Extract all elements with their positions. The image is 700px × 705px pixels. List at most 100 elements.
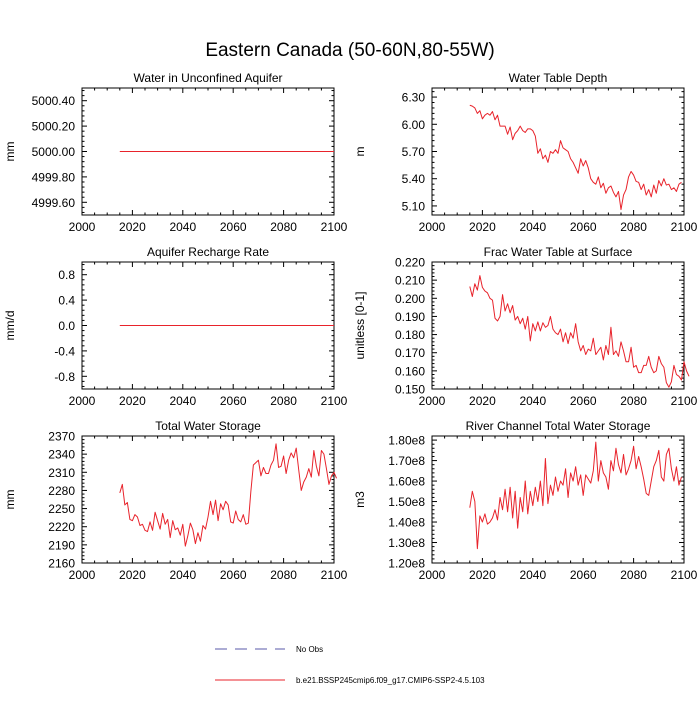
chart-title: Total Water Storage — [155, 419, 261, 433]
x-tick-label: 2060 — [570, 568, 597, 582]
chart-panel-p4: Frac Water Table at Surface unitless [0-1… — [353, 245, 698, 408]
figure-title: Eastern Canada (50-60N,80-55W) — [205, 40, 494, 61]
y-tick-label: 2220 — [48, 520, 75, 534]
plot-frame — [431, 261, 685, 390]
legend: No Obs b.e21.BSSP245cmip6.f09_g17.CMIP6-… — [215, 645, 485, 685]
x-tick-label: 2040 — [519, 568, 546, 582]
x-tick-label: 2040 — [169, 394, 196, 408]
x-tick-label: 2100 — [671, 568, 698, 582]
y-tick-label: 2310 — [48, 466, 75, 480]
y-tick-label: 1.60e8 — [388, 475, 425, 489]
series-line — [469, 104, 682, 211]
x-tick-label: 2060 — [570, 220, 597, 234]
x-tick-label: 2040 — [169, 220, 196, 234]
y-tick-label: 0.4 — [58, 294, 75, 308]
y-tick-label: 1.70e8 — [388, 454, 425, 468]
chart-panel-p2: Water Table Depth m 2000 2020 2040 2060 2080 21… — [353, 71, 698, 234]
x-tick-label: 2100 — [321, 568, 348, 582]
y-tick-label: 5000.20 — [32, 120, 76, 134]
y-axis-label: mm/d — [3, 311, 17, 341]
x-tick-label: 2020 — [469, 568, 496, 582]
y-tick-label: 1.80e8 — [388, 434, 425, 448]
chart-title: Water in Unconfined Aquifer — [134, 71, 283, 85]
x-tick-label: 2000 — [69, 220, 96, 234]
legend-label-no-obs: No Obs — [296, 645, 323, 654]
plot-frame — [81, 435, 335, 564]
y-tick-label: 4999.60 — [32, 196, 76, 210]
chart-panel-p5: Total Water Storage mm 2000 2020 2040 2060 208… — [3, 419, 348, 582]
y-tick-label: 4999.80 — [32, 170, 76, 184]
y-tick-label: 5000.00 — [32, 145, 76, 159]
series-line — [469, 441, 682, 550]
x-tick-label: 2080 — [270, 394, 297, 408]
x-tick-label: 2000 — [69, 568, 96, 582]
y-tick-label: 2250 — [48, 502, 75, 516]
y-tick-label: 0.8 — [58, 268, 75, 282]
y-tick-label: 0.200 — [395, 292, 425, 306]
y-tick-label: 2190 — [48, 538, 75, 552]
panels: Water in Unconfined Aquifer mm 2000 2020 204… — [3, 71, 698, 582]
x-tick-label: 2080 — [620, 220, 647, 234]
y-tick-label: 2280 — [48, 484, 75, 498]
series-line — [119, 443, 337, 547]
series-line — [469, 275, 690, 388]
x-tick-label: 2000 — [419, 568, 446, 582]
y-tick-label: 0.220 — [395, 256, 425, 270]
chart-panel-p3: Aquifer Recharge Rate mm/d 2000 2020 2040 206… — [3, 245, 348, 408]
x-tick-label: 2020 — [469, 394, 496, 408]
x-tick-label: 2000 — [419, 394, 446, 408]
x-tick-label: 2060 — [220, 568, 247, 582]
x-tick-label: 2080 — [620, 394, 647, 408]
y-tick-label: 5000.40 — [32, 94, 76, 108]
y-tick-label: 0.190 — [395, 310, 425, 324]
y-tick-label: 5.40 — [402, 172, 426, 186]
y-tick-label: 2160 — [48, 557, 75, 571]
x-tick-label: 2040 — [519, 220, 546, 234]
chart-title: Frac Water Table at Surface — [484, 245, 633, 259]
y-tick-label: 0.210 — [395, 274, 425, 288]
chart-title: Aquifer Recharge Rate — [147, 245, 269, 259]
x-tick-label: 2100 — [321, 220, 348, 234]
plot-frame — [431, 435, 685, 564]
legend-label-model: b.e21.BSSP245cmip6.f09_g17.CMIP6-SSP2-4.… — [296, 676, 485, 685]
y-tick-label: 6.00 — [402, 118, 426, 132]
chart-panel-p6: River Channel Total Water Storage m3 2000 2… — [353, 419, 698, 582]
x-tick-label: 2100 — [671, 220, 698, 234]
x-tick-label: 2100 — [671, 394, 698, 408]
x-tick-label: 2020 — [119, 220, 146, 234]
chart-panel-p1: Water in Unconfined Aquifer mm 2000 2020 204… — [3, 71, 348, 234]
chart-title: Water Table Depth — [509, 71, 608, 85]
y-axis-label: unitless [0-1] — [353, 291, 367, 359]
y-tick-label: 1.50e8 — [388, 495, 425, 509]
y-tick-label: 1.40e8 — [388, 516, 425, 530]
chart-title: River Channel Total Water Storage — [466, 419, 651, 433]
y-tick-label: 2340 — [48, 448, 75, 462]
x-tick-label: 2100 — [321, 394, 348, 408]
y-tick-label: 0.170 — [395, 346, 425, 360]
y-tick-label: -0.8 — [54, 370, 75, 384]
x-tick-label: 2080 — [270, 568, 297, 582]
y-axis-label: mm — [3, 142, 17, 162]
y-tick-label: 1.20e8 — [388, 557, 425, 571]
y-tick-label: 0.150 — [395, 383, 425, 397]
x-tick-label: 2020 — [469, 220, 496, 234]
y-tick-label: 2370 — [48, 430, 75, 444]
y-axis-label: m — [353, 147, 367, 157]
y-axis-label: mm — [3, 490, 17, 510]
y-tick-label: -0.4 — [54, 344, 75, 358]
x-tick-label: 2000 — [419, 220, 446, 234]
x-tick-label: 2040 — [519, 394, 546, 408]
y-tick-label: 0.180 — [395, 328, 425, 342]
x-tick-label: 2000 — [69, 394, 96, 408]
y-tick-label: 1.30e8 — [388, 536, 425, 550]
x-tick-label: 2020 — [119, 568, 146, 582]
x-tick-label: 2060 — [570, 394, 597, 408]
x-tick-label: 2060 — [220, 394, 247, 408]
y-tick-label: 5.70 — [402, 145, 426, 159]
y-tick-label: 6.30 — [402, 91, 426, 105]
y-tick-label: 0.160 — [395, 364, 425, 378]
y-tick-label: 5.10 — [402, 199, 426, 213]
y-tick-label: 0.0 — [58, 319, 75, 333]
x-tick-label: 2040 — [169, 568, 196, 582]
